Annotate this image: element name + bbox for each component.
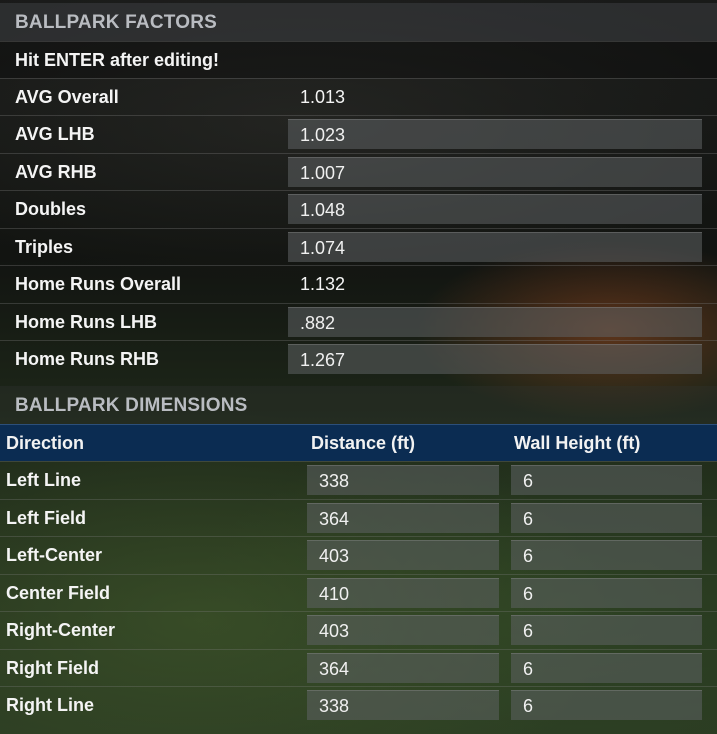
factor-row-doubles: Doubles [0, 190, 717, 227]
distance-input[interactable] [307, 540, 499, 570]
avg-lhb-input[interactable] [288, 119, 702, 149]
avg-rhb-input[interactable] [288, 157, 702, 187]
ballpark-dimensions-header: BALLPARK DIMENSIONS [0, 386, 717, 424]
table-row: Right Line [0, 686, 717, 723]
factor-row-hr-rhb: Home Runs RHB [0, 340, 717, 377]
table-row: Left Field [0, 499, 717, 536]
hr-rhb-input[interactable] [288, 344, 702, 374]
wall-height-input[interactable] [511, 578, 702, 608]
edit-hint-text: Hit ENTER after editing! [15, 50, 220, 70]
distance-input[interactable] [307, 690, 499, 720]
factor-label: Triples [15, 237, 74, 257]
hr-lhb-input[interactable] [288, 307, 702, 337]
factor-label: AVG LHB [15, 124, 95, 144]
direction-label: Right Field [6, 658, 99, 678]
factor-row-avg-lhb: AVG LHB [0, 115, 717, 152]
ballpark-factors-header: BALLPARK FACTORS [0, 3, 717, 41]
distance-input[interactable] [307, 653, 499, 683]
table-row: Right-Center [0, 611, 717, 648]
factor-row-avg-rhb: AVG RHB [0, 153, 717, 190]
factor-label: Doubles [15, 199, 87, 219]
direction-label: Left-Center [6, 545, 103, 565]
direction-label: Right Line [6, 695, 94, 715]
factor-label: Home Runs Overall [15, 274, 182, 294]
direction-label: Left Line [6, 470, 81, 490]
factor-label: AVG RHB [15, 162, 97, 182]
triples-input[interactable] [288, 232, 702, 262]
direction-label: Left Field [6, 508, 86, 528]
factor-row-hr-lhb: Home Runs LHB [0, 303, 717, 340]
edit-hint-row: Hit ENTER after editing! [0, 41, 717, 78]
distance-column-header: Distance (ft) [311, 433, 416, 453]
factor-label: AVG Overall [15, 87, 119, 107]
wall-height-input[interactable] [511, 690, 702, 720]
factor-row-avg-overall: AVG Overall 1.013 [0, 78, 717, 115]
factor-label: Home Runs LHB [15, 312, 158, 332]
table-row: Center Field [0, 574, 717, 611]
wall-height-input[interactable] [511, 503, 702, 533]
distance-input[interactable] [307, 615, 499, 645]
table-row: Left Line [0, 461, 717, 498]
distance-input[interactable] [307, 503, 499, 533]
direction-column-header: Direction [6, 433, 85, 453]
wall-height-input[interactable] [511, 540, 702, 570]
factor-value: 1.013 [300, 87, 346, 107]
wall-height-input[interactable] [511, 615, 702, 645]
factor-value: 1.132 [300, 274, 346, 294]
factor-label: Home Runs RHB [15, 349, 160, 369]
table-row: Right Field [0, 649, 717, 686]
distance-input[interactable] [307, 578, 499, 608]
factor-row-hr-overall: Home Runs Overall 1.132 [0, 265, 717, 302]
direction-label: Center Field [6, 583, 111, 603]
wall-height-input[interactable] [511, 653, 702, 683]
direction-label: Right-Center [6, 620, 115, 640]
dimensions-table-header: Direction Distance (ft) Wall Height (ft) [0, 424, 717, 461]
distance-input[interactable] [307, 465, 499, 495]
doubles-input[interactable] [288, 194, 702, 224]
wall-height-input[interactable] [511, 465, 702, 495]
wall-height-column-header: Wall Height (ft) [514, 433, 641, 453]
factor-row-triples: Triples [0, 228, 717, 265]
table-row: Left-Center [0, 536, 717, 573]
